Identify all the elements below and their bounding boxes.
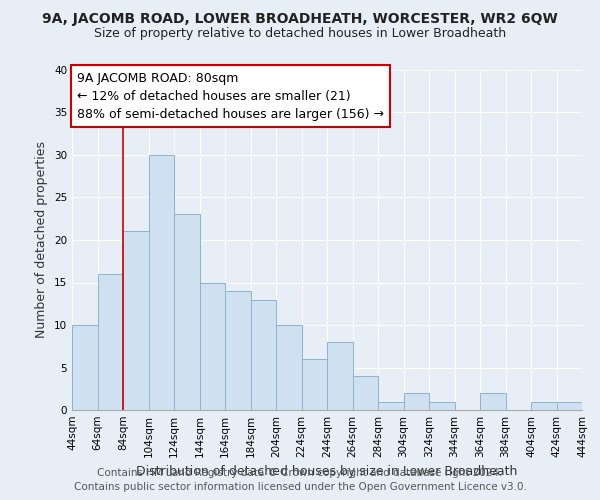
Text: Contains HM Land Registry data © Crown copyright and database right 2024.
Contai: Contains HM Land Registry data © Crown c… — [74, 468, 526, 492]
Text: 9A, JACOMB ROAD, LOWER BROADHEATH, WORCESTER, WR2 6QW: 9A, JACOMB ROAD, LOWER BROADHEATH, WORCE… — [42, 12, 558, 26]
Bar — [353, 376, 378, 410]
Bar — [251, 300, 276, 410]
Bar — [149, 155, 174, 410]
Bar — [327, 342, 353, 410]
Bar — [97, 274, 123, 410]
Bar — [378, 402, 404, 410]
Bar — [174, 214, 200, 410]
Y-axis label: Number of detached properties: Number of detached properties — [35, 142, 49, 338]
X-axis label: Distribution of detached houses by size in Lower Broadheath: Distribution of detached houses by size … — [136, 466, 518, 478]
Bar — [72, 325, 97, 410]
Bar — [123, 232, 149, 410]
Bar — [200, 282, 225, 410]
Bar — [429, 402, 455, 410]
Bar — [531, 402, 557, 410]
Bar — [225, 291, 251, 410]
Bar — [557, 402, 582, 410]
Bar — [480, 393, 505, 410]
Bar — [276, 325, 302, 410]
Text: Size of property relative to detached houses in Lower Broadheath: Size of property relative to detached ho… — [94, 28, 506, 40]
Text: 9A JACOMB ROAD: 80sqm
← 12% of detached houses are smaller (21)
88% of semi-deta: 9A JACOMB ROAD: 80sqm ← 12% of detached … — [77, 72, 384, 120]
Bar — [302, 359, 327, 410]
Bar — [404, 393, 429, 410]
